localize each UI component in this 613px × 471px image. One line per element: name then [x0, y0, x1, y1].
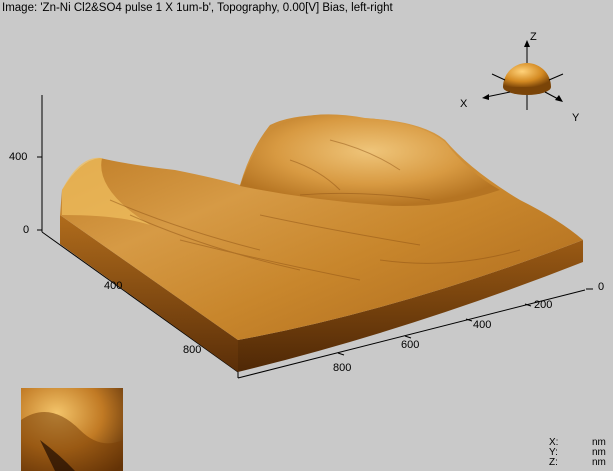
unit-x-value: nm — [592, 437, 606, 448]
orientation-z-label: Z — [530, 31, 537, 43]
y-tick-200: 200 — [534, 299, 553, 311]
z-tick-0: 0 — [23, 224, 30, 236]
y-tick-0: 0 — [598, 281, 605, 293]
unit-y-key: Y: — [549, 447, 558, 458]
y-tick-800: 800 — [333, 362, 352, 374]
y-tick-400: 400 — [473, 319, 492, 331]
unit-z-key: Z: — [549, 457, 558, 468]
unit-x-key: X: — [549, 437, 559, 448]
surface-right-face — [238, 240, 583, 372]
image-title: Image: 'Zn-Ni Cl2&SO4 pulse 1 X 1um-b', … — [2, 2, 393, 14]
y-tick-600: 600 — [401, 339, 420, 351]
x-tick-800: 800 — [183, 344, 202, 356]
thumbnail-image[interactable] — [21, 388, 123, 471]
x-tick-400: 400 — [104, 280, 123, 292]
surface-ridge — [62, 157, 150, 225]
z-tick-400: 400 — [9, 151, 28, 163]
orientation-indicator[interactable] — [482, 40, 564, 110]
surface-hill — [240, 114, 500, 206]
unit-z-value: nm — [592, 457, 606, 468]
surface-texture — [109, 139, 521, 281]
unit-y-value: nm — [592, 447, 606, 458]
surface-front-face — [60, 215, 238, 372]
orientation-x-label: X — [460, 98, 468, 110]
orientation-y-label: Y — [572, 112, 580, 124]
